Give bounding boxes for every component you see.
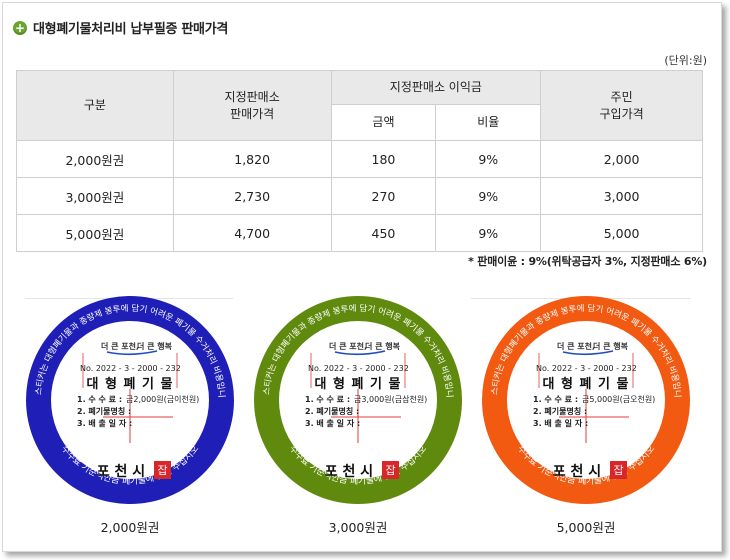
header-resident-price: 주민 구입가격: [540, 70, 703, 141]
city-name: 포 천 시: [97, 464, 145, 480]
fee-value: 금2,000원(금이천원): [126, 394, 199, 404]
header-profit: 지정판매소 이익금: [330, 70, 542, 105]
price-table: 구분 지정판매소 판매가격 지정판매소 이익금 주민 구입가격 금액 비율 2,…: [16, 70, 703, 252]
header-rate: 비율: [435, 104, 542, 141]
cell-amount: 450: [330, 214, 437, 252]
item-line: 2. 폐기물명칭 :: [533, 406, 587, 416]
sticker-number: No. 2022 - 3 - 2000 - 232: [308, 364, 409, 373]
fee-line: 1. 수 수 료 :: [533, 395, 578, 404]
table-row: 3,000원권 2,730 270 9% 3,000: [16, 177, 703, 215]
table-row: 5,000원권 4,700 450 9% 5,000: [16, 214, 703, 252]
cell-rate: 9%: [435, 140, 542, 178]
slogan-text: 더 큰 포천,: [101, 341, 139, 351]
header-amount: 금액: [330, 104, 437, 141]
fee-line: 1. 수 수 료 :: [305, 395, 350, 404]
slogan-text: 더 큰 포천,: [329, 341, 367, 351]
unit-label: (단위:원): [664, 54, 707, 67]
sticker-caption: 3,000원권: [328, 520, 388, 535]
city-name: 포 천 시: [325, 464, 373, 480]
table-row: 2,000원권 1,820 180 9% 2,000: [16, 140, 703, 178]
section-header: + 대형폐기물처리비 납부필증 판매가격: [13, 18, 228, 37]
seal-text: 잡: [385, 464, 395, 477]
margin-note: * 판매이윤 : 9%(위탁공급자 3%, 지정판매소 6%): [468, 255, 707, 268]
cell-price: 4,700: [172, 214, 332, 252]
cell-rate: 9%: [435, 177, 542, 215]
sticker-number: No. 2022 - 3 - 2000 - 232: [80, 364, 181, 373]
date-line: 3. 배 출 일 자 :: [77, 418, 132, 428]
slogan-text: 더 큰 포천,: [557, 341, 595, 351]
sticker-image: 이 스티커는 대형폐기물과 종량제 봉투에 담기 어려운 폐기물 수거처리 비용…: [23, 293, 234, 504]
fee-value: 금3,000원(금삼천원): [354, 394, 427, 404]
cell-price: 2,730: [172, 177, 332, 215]
date-line: 3. 배 출 일 자 :: [305, 418, 360, 428]
sticker-card: 이 스티커는 대형폐기물과 종량제 봉투에 담기 어려운 폐기물 수거처리 비용…: [473, 293, 699, 536]
seal-icon: [154, 461, 171, 479]
sticker-card: 이 스티커는 대형폐기물과 종량제 봉투에 담기 어려운 폐기물 수거처리 비용…: [245, 293, 471, 536]
sticker-caption: 5,000원권: [556, 520, 616, 535]
city-name: 포 천 시: [553, 464, 601, 480]
sticker-image: 이 스티커는 대형폐기물과 종량제 봉투에 담기 어려운 폐기물 수거처리 비용…: [479, 293, 690, 504]
seal-icon: [382, 461, 399, 479]
fee-value: 금5,000원(금오천원): [582, 394, 655, 404]
logo-swoosh: [334, 350, 386, 356]
sticker-caption: 2,000원권: [100, 520, 160, 535]
fee-line: 1. 수 수 료 :: [77, 395, 122, 404]
slogan-text: 더 큰 행복: [137, 341, 173, 351]
sticker-card: 이 스티커는 대형폐기물과 종량제 봉투에 담기 어려운 폐기물 수거처리 비용…: [17, 293, 243, 536]
header-category: 구분: [16, 70, 174, 141]
sticker-heading: 대 형 폐 기 물: [543, 376, 630, 392]
cell-resident: 3,000: [540, 177, 703, 215]
cell-resident: 2,000: [540, 140, 703, 178]
logo-swoosh: [562, 350, 614, 356]
sticker-heading: 대 형 폐 기 물: [87, 376, 174, 392]
date-line: 3. 배 출 일 자 :: [533, 418, 588, 428]
logo-swoosh: [106, 350, 158, 356]
sticker-number: No. 2022 - 3 - 2000 - 232: [536, 364, 637, 373]
item-line: 2. 폐기물명칭 :: [305, 406, 359, 416]
content-panel: + 대형폐기물처리비 납부필증 판매가격 (단위:원) 구분 지정판매소 판매가…: [2, 2, 722, 552]
cell-resident: 5,000: [540, 214, 703, 252]
cell-rate: 9%: [435, 214, 542, 252]
seal-icon: [610, 461, 627, 479]
seal-text: 잡: [157, 464, 167, 477]
cell-amount: 270: [330, 177, 437, 215]
cell-category: 2,000원권: [16, 140, 174, 178]
section-title: 대형폐기물처리비 납부필증 판매가격: [33, 22, 229, 37]
sticker-image: 이 스티커는 대형폐기물과 종량제 봉투에 담기 어려운 폐기물 수거처리 비용…: [251, 293, 462, 504]
cell-category: 5,000원권: [16, 214, 174, 252]
item-line: 2. 폐기물명칭 :: [77, 406, 131, 416]
sticker-heading: 대 형 폐 기 물: [315, 376, 402, 392]
header-designated-price: 지정판매소 판매가격: [172, 70, 332, 141]
slogan-text: 더 큰 행복: [593, 341, 629, 351]
cell-amount: 180: [330, 140, 437, 178]
plus-icon: +: [13, 20, 27, 35]
cell-price: 1,820: [172, 140, 332, 178]
slogan-text: 더 큰 행복: [365, 341, 401, 351]
cell-category: 3,000원권: [16, 177, 174, 215]
seal-text: 잡: [613, 464, 623, 477]
